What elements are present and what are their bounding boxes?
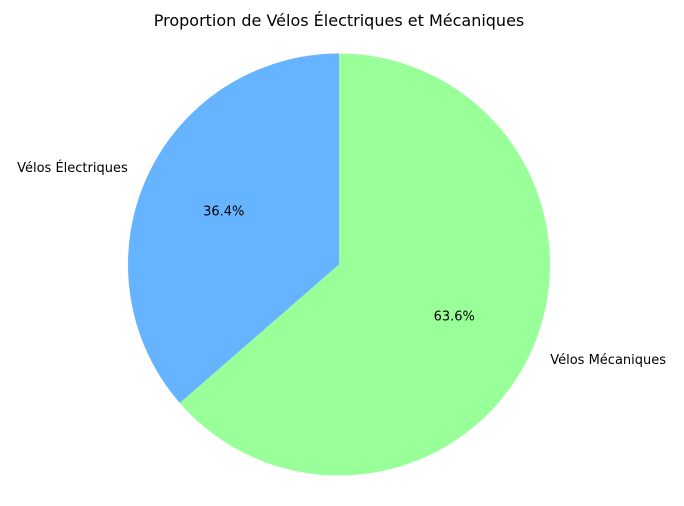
chart-title: Proportion de Vélos Électriques et Mécan… [154,11,525,30]
slice-label-1: Vélos Électriques [17,160,128,176]
pie-slice-2 [179,53,550,476]
pie-labels: Vélos Électriques 36.4% Vélos Mécaniques 63… [17,160,666,368]
slice-percent-label-2: 63.6% [434,309,475,324]
pie-slice-1 [128,53,339,404]
slice-percent-label-1: 36.4% [203,205,244,220]
slice-label-2: Vélos Mécaniques [550,353,666,368]
pie-slices [128,53,550,476]
